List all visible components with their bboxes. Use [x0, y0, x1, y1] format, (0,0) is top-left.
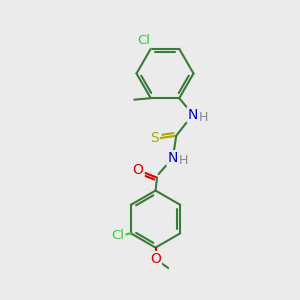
- Text: Cl: Cl: [112, 229, 124, 242]
- Text: N: N: [188, 108, 198, 122]
- Text: N: N: [167, 151, 178, 165]
- Text: H: H: [178, 154, 188, 167]
- Text: H: H: [199, 111, 208, 124]
- Text: S: S: [150, 131, 159, 145]
- Text: Cl: Cl: [138, 34, 151, 47]
- Text: O: O: [133, 163, 144, 177]
- Text: O: O: [150, 252, 161, 266]
